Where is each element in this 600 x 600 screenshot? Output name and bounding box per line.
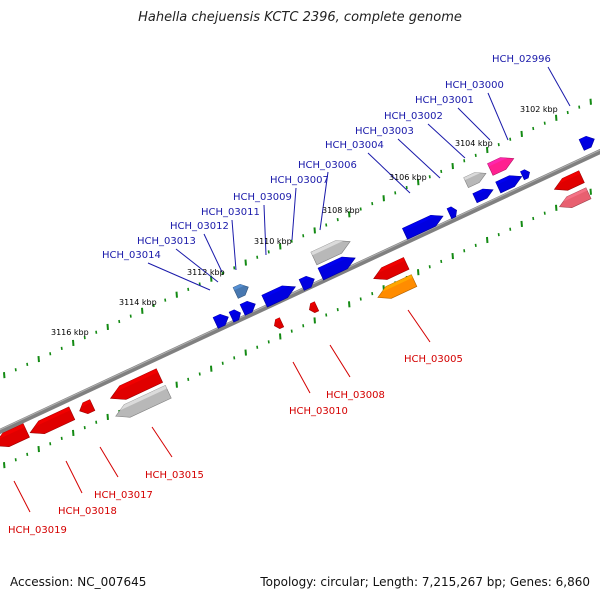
reverse-gene-arrow [373,257,410,280]
forward-gene-arrow [261,285,296,308]
reverse-gene-label: HCH_03015 [145,470,204,481]
kbp-tick-label: 3108 kbp [322,206,360,215]
leader-line [231,219,237,271]
forward-gene-arrow [472,188,494,204]
leader-line [407,309,431,343]
leader-line [367,152,411,194]
forward-gene-arrow [578,135,595,151]
forward-gene-label: HCH_03012 [170,221,229,232]
reverse-gene-label: HCH_03008 [326,390,385,401]
rna-gene-arrow [487,157,515,176]
kbp-tick-label: 3106 kbp [389,173,427,182]
genome-summary-text: Topology: circular; Length: 7,215,267 bp… [260,575,590,589]
kbp-tick-label: 3102 kbp [520,105,558,114]
lower-tick-track [3,188,592,469]
forward-gene-arrow [212,313,229,329]
leader-line [547,66,571,107]
forward-gene-arrow [402,214,444,240]
reverse-gene-arrow [0,423,30,448]
kbp-tick-label: 3114 kbp [119,298,157,307]
forward-gene-arrow [495,175,523,194]
forward-gene-arrow [239,300,256,316]
reverse-gene-arrow [377,274,418,299]
kbp-tick-label: 3116 kbp [51,328,89,337]
accession-text: Accession: NC_007645 [10,575,147,589]
leader-line [147,262,211,291]
leader-line [13,480,31,513]
reverse-gene-arrow [309,301,320,314]
forward-gene-label: HCH_03001 [415,95,474,106]
leader-line [457,107,491,141]
forward-gene-arrow [228,309,241,323]
reverse-gene-arrow [29,406,76,435]
pseudogene-arrow [463,172,487,189]
reverse-gene-label: HCH_03005 [404,354,463,365]
leader-line [487,92,509,141]
gene-labels: HCH_02996 HCH_03000 HCH_03001 HCH_03002 HCH_… [8,54,558,536]
forward-gene-label: HCH_03002 [384,111,443,122]
leader-line [427,123,466,159]
leader-line [291,187,297,241]
reverse-gene-label: HCH_03010 [289,406,348,417]
leader-line [203,233,223,273]
leader-line [319,171,329,231]
forward-gene-arrow [317,256,356,281]
kbp-tick-label: 3104 kbp [455,139,493,148]
forward-gene-label: HCH_02996 [492,54,551,65]
genome-backbone [0,148,600,435]
leader-line [175,248,219,283]
forward-gene-label: HCH_03011 [201,207,260,218]
kbp-tick-label: 3110 kbp [254,237,292,246]
leader-line [329,344,351,378]
gene-features [0,135,595,448]
reverse-gene-arrow [79,399,96,415]
label-leader-lines [13,66,571,513]
forward-gene-label: HCH_03006 [298,160,357,171]
forward-gene-arrow [232,283,249,299]
forward-gene-label: HCH_03003 [355,126,414,137]
reverse-gene-arrow [274,317,285,330]
forward-gene-arrow [446,206,457,220]
map-title: Hahella chejuensis KCTC 2396, complete g… [138,10,462,25]
forward-gene-label: HCH_03009 [233,192,292,203]
reverse-gene-arrow [553,170,585,191]
reverse-gene-label: HCH_03018 [58,506,117,517]
forward-gene-arrow [298,275,315,291]
pseudogene-arrow [310,240,351,266]
forward-gene-label: HCH_03000 [445,80,504,91]
leader-line [263,204,267,256]
leader-line [397,138,441,179]
reverse-gene-label: HCH_03017 [94,490,153,501]
kbp-tick-label: 3112 kbp [187,268,225,277]
reverse-gene-arrow [109,368,164,400]
forward-gene-label: HCH_03013 [137,236,196,247]
leader-line [99,446,119,478]
pseudogene-arrow [115,385,172,418]
leader-line [292,361,311,394]
reverse-gene-arrow [558,187,592,208]
forward-gene-arrow [520,169,530,181]
upper-tick-track [3,98,592,379]
forward-gene-label: HCH_03014 [102,250,161,261]
leader-line [151,426,173,458]
forward-gene-label: HCH_03004 [325,140,384,151]
reverse-gene-label: HCH_03019 [8,525,67,536]
leader-line [65,460,83,494]
tick-marks [3,98,592,469]
forward-gene-label: HCH_03007 [270,175,329,186]
